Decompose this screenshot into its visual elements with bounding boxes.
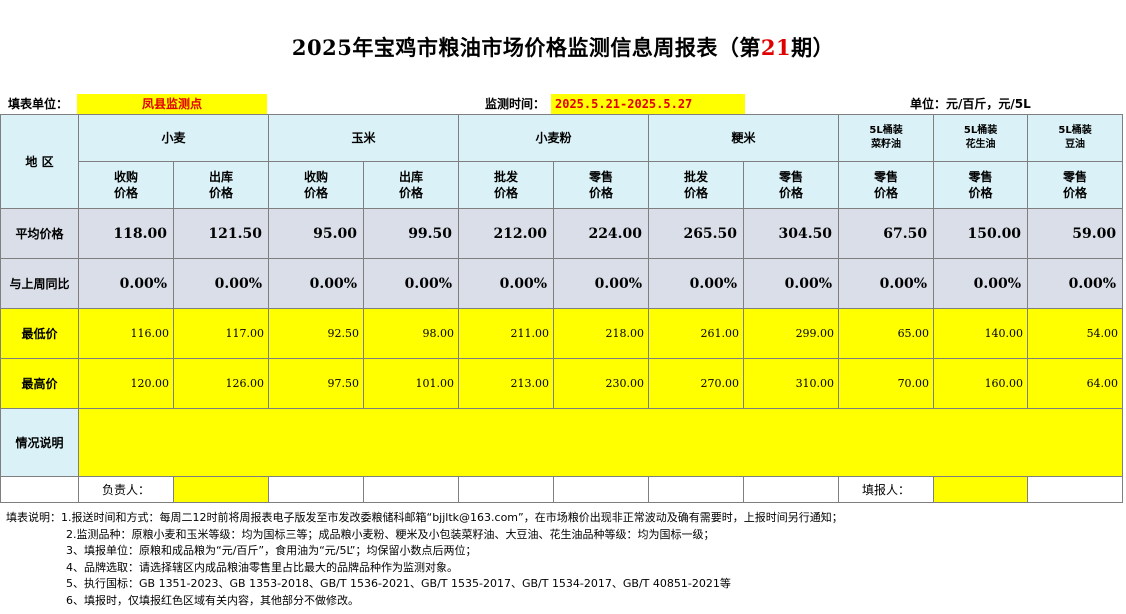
input-cell[interactable]: 230.00 (553, 358, 650, 409)
table-cell: 0.00% (743, 258, 840, 309)
input-cell[interactable]: 98.00 (363, 308, 460, 359)
week-change-row: 与上周同比 0.00% 0.00% 0.00% 0.00% 0.00% 0.00… (0, 258, 1124, 309)
input-cell[interactable]: 120.00 (78, 358, 174, 409)
input-cell[interactable]: 64.00 (1027, 358, 1124, 409)
signature-row: 负责人： 填报人： (0, 476, 1124, 503)
input-cell[interactable]: 261.00 (648, 308, 745, 359)
situation-label: 情况说明 (0, 408, 79, 477)
row-label: 最低价 (0, 308, 79, 359)
group-header-peanut-oil: 5L桶装 花生油 (933, 114, 1029, 162)
measure-unit: 单位：元/百斤，元/5L (910, 97, 1031, 111)
price-table: 地 区 小麦 玉米 小麦粉 粳米 5L桶装 菜籽油 5L桶装 花生油 5L桶装 豆油 … (0, 114, 1124, 503)
situation-input[interactable] (77, 408, 1124, 477)
row-label: 最高价 (0, 358, 79, 409)
input-cell[interactable]: 92.50 (268, 308, 365, 359)
title-issue-number[interactable]: 21 (760, 35, 792, 60)
input-cell[interactable]: 65.00 (838, 308, 935, 359)
sub-header: 出库 价格 (363, 161, 460, 209)
sub-header: 零售 价格 (933, 161, 1029, 209)
lowest-price-row: 最低价 116.00 117.00 92.50 98.00 211.00 218… (0, 308, 1124, 359)
group-header-rapeseed-oil: 5L桶装 菜籽油 (838, 114, 935, 162)
average-price-row: 平均价格 118.00 121.50 95.00 99.50 212.00 22… (0, 208, 1124, 259)
table-cell: 224.00 (553, 208, 650, 259)
input-cell[interactable]: 54.00 (1027, 308, 1124, 359)
responsible-input[interactable] (172, 476, 270, 503)
sub-header-row: 收购 价格 出库 价格 收购 价格 出库 价格 批发 价格 零售 价格 批发 价格 零售 价格 … (1, 161, 1124, 209)
sub-header: 收购 价格 (268, 161, 365, 209)
table-cell: 212.00 (458, 208, 555, 259)
reporter-label: 填报人： (838, 476, 935, 503)
sub-header: 零售 价格 (838, 161, 935, 209)
table-cell: 0.00% (838, 258, 935, 309)
report-meta: 填表单位： 凤县监测点 监测时间： 2025.5.21-2025.5.27 单位… (0, 94, 1126, 114)
table-cell: 0.00% (363, 258, 460, 309)
table-cell: 0.00% (458, 258, 555, 309)
input-cell[interactable]: 117.00 (172, 308, 270, 359)
period-label: 监测时间： (485, 97, 546, 111)
input-cell[interactable]: 211.00 (458, 308, 555, 359)
input-cell[interactable]: 299.00 (743, 308, 840, 359)
region-header: 地 区 (0, 114, 79, 209)
table-cell: 265.50 (648, 208, 745, 259)
input-cell[interactable]: 116.00 (78, 308, 174, 359)
reporter-input[interactable] (933, 476, 1029, 503)
input-cell[interactable]: 270.00 (648, 358, 745, 409)
sub-header: 出库 价格 (172, 161, 270, 209)
sub-header: 收购 价格 (78, 161, 174, 209)
responsible-label: 负责人： (78, 476, 174, 503)
sub-header: 零售 价格 (1027, 161, 1124, 209)
table-cell: 0.00% (553, 258, 650, 309)
group-header-rice: 粳米 (648, 114, 840, 162)
note-line-2: 2.监测品种：原粮小麦和玉米等级：均为国标三等；成品粮小麦粉、粳米及小包装菜籽油… (66, 527, 715, 541)
table-cell: 0.00% (268, 258, 365, 309)
note-line-1: 填表说明：1.报送时间和方式：每周二12时前将周报表电子版发至市发改委粮储科邮箱… (6, 511, 843, 524)
input-cell[interactable]: 160.00 (933, 358, 1029, 409)
note-line-4: 4、品牌选取：请选择辖区内成品粮油零售里占比最大的品牌品种作为监测对象。 (66, 560, 458, 574)
sub-header: 批发 价格 (648, 161, 745, 209)
table-cell: 150.00 (933, 208, 1029, 259)
unit-label: 填表单位： (8, 97, 69, 111)
table-cell: 99.50 (363, 208, 460, 259)
row-label: 平均价格 (0, 208, 79, 259)
table-cell: 0.00% (933, 258, 1029, 309)
group-header-flour: 小麦粉 (458, 114, 650, 162)
unit-value-field[interactable]: 凤县监测点 (77, 94, 267, 114)
table-cell: 95.00 (268, 208, 365, 259)
sub-header: 零售 价格 (743, 161, 840, 209)
report-title: 2025年宝鸡市粮油市场价格监测信息周报表（第21期） (0, 18, 1126, 78)
title-suffix: 期） (791, 35, 835, 60)
input-cell[interactable]: 140.00 (933, 308, 1029, 359)
group-header-wheat: 小麦 (77, 114, 270, 162)
table-cell: 0.00% (78, 258, 174, 309)
row-label: 与上周同比 (0, 258, 79, 309)
title-prefix: 2025年宝鸡市粮油市场价格监测信息周报表（第 (291, 35, 761, 60)
note-line-3: 3、填报单位：原粮和成品粮为“元/百斤”，食用油为“元/5L”；均保留小数点后两… (66, 544, 477, 557)
input-cell[interactable]: 70.00 (838, 358, 935, 409)
input-cell[interactable]: 97.50 (268, 358, 365, 409)
input-cell[interactable]: 218.00 (553, 308, 650, 359)
instructions: 填表说明：1.报送时间和方式：每周二12时前将周报表电子版发至市发改委粮储科邮箱… (6, 510, 1122, 609)
group-header-corn: 玉米 (268, 114, 460, 162)
table-cell: 0.00% (1027, 258, 1124, 309)
table-cell: 118.00 (78, 208, 174, 259)
note-line-6: 6、填报时，仅填报红色区域有关内容，其他部分不做修改。 (66, 593, 359, 607)
highest-price-row: 最高价 120.00 126.00 97.50 101.00 213.00 23… (0, 358, 1124, 409)
table-cell: 121.50 (172, 208, 270, 259)
table-cell: 0.00% (648, 258, 745, 309)
note-line-5: 5、执行国标：GB 1351-2023、GB 1353-2018、GB/T 15… (66, 577, 731, 590)
input-cell[interactable]: 213.00 (458, 358, 555, 409)
table-cell: 304.50 (743, 208, 840, 259)
sub-header: 零售 价格 (553, 161, 650, 209)
sub-header: 批发 价格 (458, 161, 555, 209)
input-cell[interactable]: 101.00 (363, 358, 460, 409)
period-value-field[interactable]: 2025.5.21-2025.5.27 (551, 94, 745, 114)
group-header-soybean-oil: 5L桶装 豆油 (1027, 114, 1124, 162)
situation-row: 情况说明 (0, 408, 1124, 477)
table-cell: 67.50 (838, 208, 935, 259)
table-cell: 0.00% (172, 258, 270, 309)
table-cell: 59.00 (1027, 208, 1124, 259)
input-cell[interactable]: 310.00 (743, 358, 840, 409)
input-cell[interactable]: 126.00 (172, 358, 270, 409)
